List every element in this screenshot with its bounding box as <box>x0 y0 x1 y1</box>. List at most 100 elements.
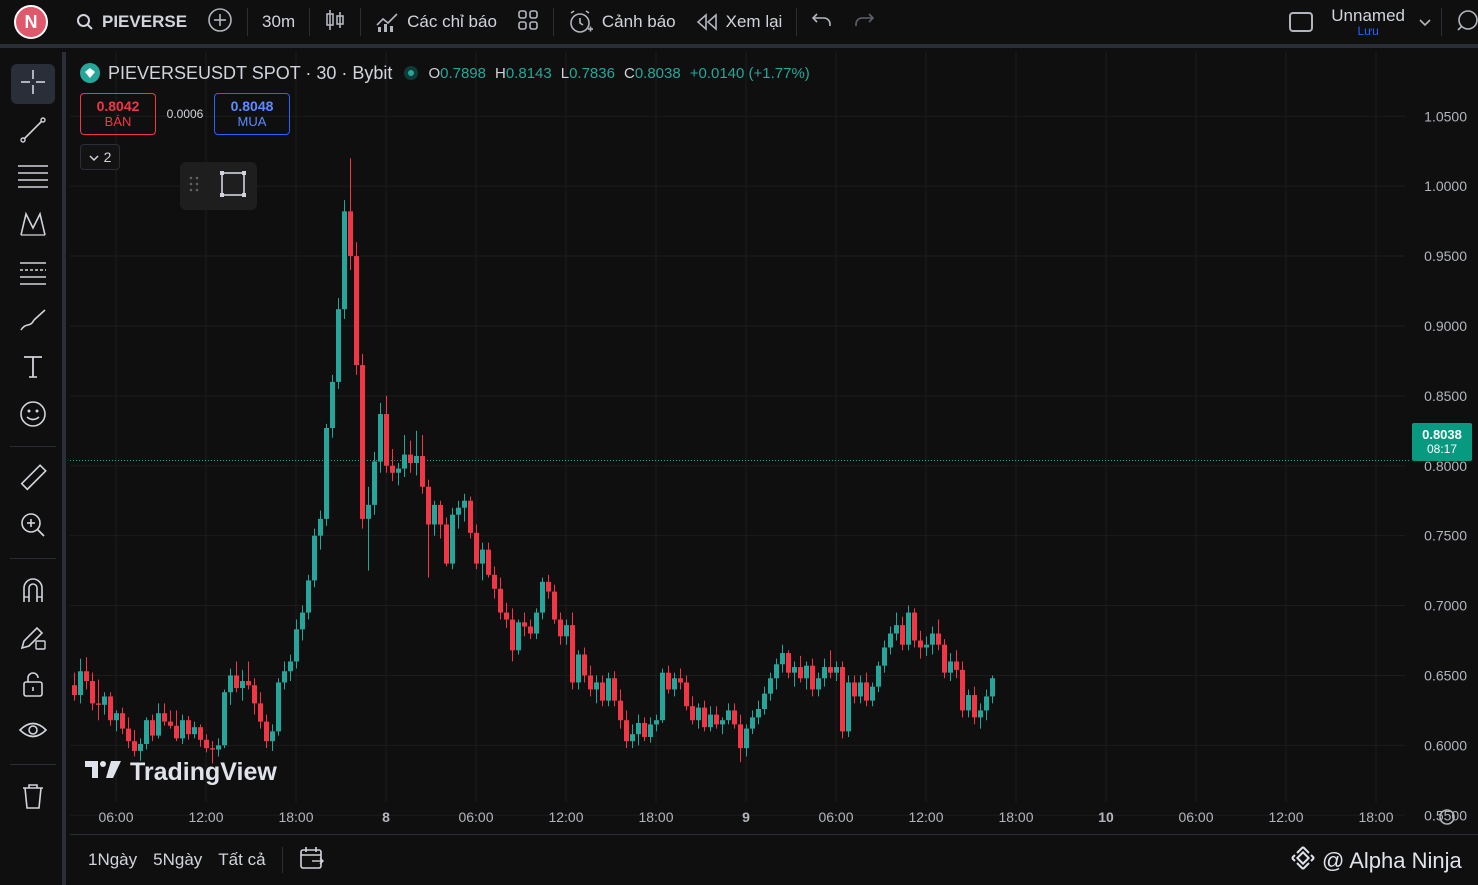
candle-body <box>480 549 485 564</box>
date-range-button[interactable] <box>291 846 333 875</box>
search-icon <box>76 13 94 31</box>
tradingview-logo[interactable]: TradingView <box>84 758 277 787</box>
candle-body <box>864 682 869 701</box>
interval-button[interactable]: 30m <box>262 12 296 31</box>
templates-button[interactable] <box>507 0 549 46</box>
candle-body <box>906 612 911 645</box>
symbol-search-button[interactable]: PIEVERSE <box>66 0 197 46</box>
redo-button[interactable] <box>843 0 885 46</box>
remove-drawings-tool[interactable] <box>11 778 55 818</box>
candle-body <box>474 532 479 564</box>
rewind-icon <box>696 13 718 31</box>
candle-body <box>666 672 671 690</box>
candle-body <box>378 414 383 462</box>
alerts-button[interactable]: Cảnh báo <box>558 0 686 46</box>
forecast-tool[interactable] <box>11 254 55 294</box>
chart-pane[interactable]: 1.0500 1.0000 0.9500 0.9000 0.8500 0.8000 0.75… <box>70 52 1478 834</box>
candle-body <box>372 461 377 505</box>
crosshair-tool[interactable] <box>11 64 55 104</box>
candle-body <box>552 591 557 620</box>
candle-body <box>942 644 947 673</box>
zoom-tool[interactable] <box>11 507 55 547</box>
indicators-collapse-button[interactable]: 2 <box>80 144 120 170</box>
candle-body <box>810 665 815 690</box>
sell-button[interactable]: 0.8042 BÁN <box>80 93 156 135</box>
fib-retracement-tool[interactable] <box>11 158 55 198</box>
axes: 1.0500 1.0000 0.9500 0.9000 0.8500 0.8000 0.75… <box>98 108 1467 825</box>
horizontal-lines-icon <box>17 162 49 195</box>
candle-body <box>312 535 317 581</box>
symbol-name: PIEVERSE <box>102 12 188 31</box>
y-tick-label: 0.6500 <box>1424 667 1467 683</box>
text-tool[interactable] <box>11 349 55 389</box>
hide-drawings-tool[interactable] <box>11 713 55 753</box>
separator <box>796 8 798 36</box>
y-tick-label: 0.6000 <box>1424 737 1467 753</box>
candle-body <box>360 365 365 519</box>
candle-body <box>246 681 251 686</box>
eye-icon <box>18 717 48 750</box>
layout-dropdown-button[interactable] <box>1413 0 1437 46</box>
separator <box>1441 8 1442 36</box>
candle-body <box>270 731 275 742</box>
candle-body <box>882 647 887 666</box>
x-tick-label: 18:00 <box>638 809 673 825</box>
measure-tool[interactable] <box>11 460 55 500</box>
range-5d-button[interactable]: 5Ngày <box>153 850 203 869</box>
candle-body <box>504 612 509 620</box>
separator <box>10 764 56 765</box>
candle-body <box>828 667 833 673</box>
spread-value: 0.0006 <box>166 107 204 121</box>
x-tick-label: 12:00 <box>188 809 223 825</box>
candle-body <box>930 633 935 645</box>
trend-line-tool[interactable] <box>11 112 55 152</box>
pattern-tool[interactable] <box>11 206 55 246</box>
candle-body <box>588 675 593 690</box>
candle-body <box>732 710 737 725</box>
separator <box>10 446 56 447</box>
range-1d-button[interactable]: 1Ngày <box>88 850 138 869</box>
candle-body <box>264 721 269 742</box>
candle-body <box>228 675 233 693</box>
candle-body <box>528 626 533 634</box>
candle-body <box>660 672 665 721</box>
quick-search-button[interactable] <box>1446 0 1478 46</box>
x-tick-label: 12:00 <box>1268 809 1303 825</box>
candle-body <box>390 465 395 473</box>
candlestick-chart[interactable]: 1.0500 1.0000 0.9500 0.9000 0.8500 0.8000 0.75… <box>70 52 1478 834</box>
user-avatar[interactable]: N <box>14 5 48 39</box>
y-tick-label: 0.5500 <box>1424 807 1467 823</box>
stay-in-drawing-mode-tool[interactable] <box>11 619 55 659</box>
candle-body <box>846 682 851 732</box>
symbol-legend[interactable]: PIEVERSEUSDT SPOT · 30 · Bybit O0.7898 H… <box>80 62 819 84</box>
chart-type-button[interactable] <box>314 0 356 46</box>
candle-body <box>888 633 893 648</box>
emoji-tool[interactable] <box>11 396 55 436</box>
magnet-tool[interactable] <box>11 572 55 612</box>
candle-body <box>618 700 623 721</box>
lock-drawings-tool[interactable] <box>11 666 55 706</box>
candle-body <box>990 678 995 697</box>
candle-body <box>714 714 719 725</box>
candle-body <box>216 745 221 750</box>
rectangle-select-icon[interactable] <box>219 170 247 203</box>
replay-button[interactable]: Xem lại <box>686 0 793 46</box>
layout-save-button[interactable]: Unnamed Lưu <box>1331 6 1405 37</box>
plus-circle-icon <box>207 7 233 38</box>
watermark-text: @ Alpha Ninja <box>1322 848 1462 873</box>
range-all-button[interactable]: Tất cả <box>218 850 266 869</box>
y-tick-label: 0.8000 <box>1424 458 1467 474</box>
indicators-button[interactable]: Các chỉ báo <box>365 0 507 46</box>
layout-button[interactable] <box>1279 0 1323 46</box>
brush-tool[interactable] <box>11 302 55 342</box>
candle-body <box>606 678 611 701</box>
buy-button[interactable]: 0.8048 MUA <box>214 93 290 135</box>
replay-label: Xem lại <box>725 12 783 31</box>
undo-button[interactable] <box>801 0 843 46</box>
x-tick-label: 10 <box>1098 809 1114 825</box>
candle-body <box>240 681 245 689</box>
compare-add-button[interactable] <box>197 0 243 46</box>
drag-handle-icon[interactable] <box>189 175 199 198</box>
forecast-lines-icon <box>18 258 48 291</box>
candle-body <box>486 549 491 575</box>
